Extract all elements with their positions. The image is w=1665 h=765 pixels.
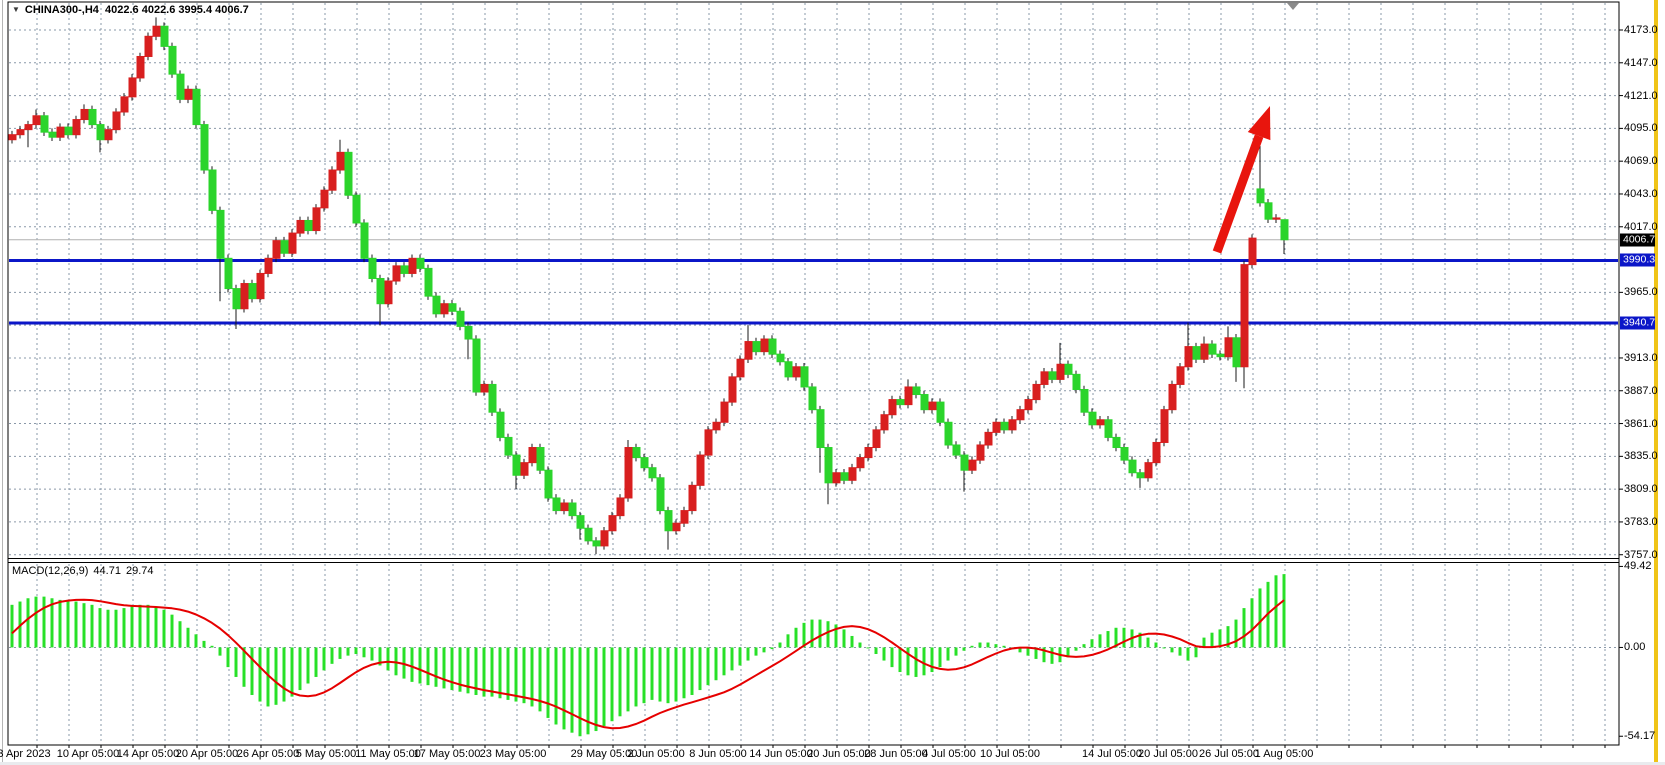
candles-layer <box>8 17 1289 555</box>
current-price-tag: 4006.7 <box>1620 233 1655 247</box>
price-axis-label: 4147.0 <box>1624 56 1658 69</box>
window-left-edge <box>2 0 3 762</box>
time-axis-label: 29 May 05:00 <box>570 748 638 760</box>
price-axis-label: 4173.0 <box>1624 23 1658 36</box>
time-axis-label: 10 Apr 05:00 <box>56 748 120 760</box>
axis-ticks-layer <box>36 29 1623 748</box>
chart-shift-marker-icon[interactable] <box>1287 3 1299 10</box>
time-axis-label: 3 Apr 2023 <box>0 748 51 760</box>
right-edge-strip <box>1654 0 1658 762</box>
macd-indicator-label: MACD(12,26,9) 44.71 29.74 <box>12 565 158 577</box>
macd-value: 44.71 <box>93 565 121 577</box>
price-axis-label: 4095.0 <box>1624 122 1658 135</box>
time-axis-label: 5 May 05:00 <box>295 748 357 760</box>
time-axis-label: 20 Jul 05:00 <box>1138 748 1198 760</box>
time-axis-label: 17 May 05:00 <box>413 748 481 760</box>
price-axis-label: 3861.0 <box>1624 417 1658 430</box>
level-price-tag-2[interactable]: 3940.7 <box>1620 316 1655 330</box>
price-axis-label: 3757.0 <box>1624 548 1658 561</box>
time-axis-label: 20 Apr 05:00 <box>175 748 239 760</box>
chart-symbol-title: ▼ CHINA300-,H4 4022.6 4022.6 3995.4 4006.… <box>12 4 249 16</box>
ohlc-values: 4022.6 4022.6 3995.4 4006.7 <box>105 4 249 16</box>
symbol-dropdown-icon[interactable]: ▼ <box>12 5 20 14</box>
macd-signal-value: 29.74 <box>125 565 154 577</box>
price-axis-label: 4017.0 <box>1624 220 1658 233</box>
time-axis-label: 11 May 05:00 <box>355 748 421 760</box>
macd-axis-label: 49.42 <box>1624 560 1652 573</box>
macd-name: MACD(12,26,9) <box>12 565 89 577</box>
symbol-timeframe-label: CHINA300-,H4 <box>24 4 99 16</box>
time-axis-label: 8 Jun 05:00 <box>689 748 747 760</box>
price-axis-label: 4069.0 <box>1624 155 1658 168</box>
price-axis-label: 3887.0 <box>1624 384 1658 397</box>
time-axis-label: 26 Apr 05:00 <box>236 748 300 760</box>
macd-layer <box>10 574 1286 737</box>
time-axis-label: 2 Jun 05:00 <box>627 748 685 760</box>
chart-frame-border <box>7 1 1620 746</box>
time-axis-label: 14 Apr 05:00 <box>116 748 180 760</box>
window-footer-strip <box>0 762 1665 765</box>
time-axis-label: 14 Jun 05:00 <box>749 748 813 760</box>
macd-axis-label: 0.00 <box>1624 641 1646 654</box>
time-axis-label: 23 May 05:00 <box>479 748 547 760</box>
price-axis-label: 3809.0 <box>1624 483 1658 496</box>
trend-arrow-annotation[interactable] <box>1212 106 1271 254</box>
price-axis-label: 3913.0 <box>1624 351 1658 364</box>
time-axis-label: 20 Jun 05:00 <box>807 748 871 760</box>
price-axis-label: 4043.0 <box>1624 187 1658 200</box>
macd-signal-line <box>11 598 1285 730</box>
price-axis-label: 3965.0 <box>1624 286 1658 299</box>
time-axis-label: 14 Jul 05:00 <box>1082 748 1142 760</box>
price-axis-label: 3835.0 <box>1624 450 1658 463</box>
time-axis-label: 1 Aug 05:00 <box>1254 748 1314 760</box>
level-price-tag-1[interactable]: 3990.3 <box>1620 253 1655 267</box>
time-axis-label: 26 Jul 05:00 <box>1199 748 1259 760</box>
price-axis-label: 3783.0 <box>1624 515 1658 528</box>
time-axis-label: 28 Jun 05:00 <box>864 748 928 760</box>
macd-axis-label: -54.17 <box>1624 730 1656 743</box>
price-axis-label: 4121.0 <box>1624 89 1658 102</box>
time-axis-label: 4 Jul 05:00 <box>922 748 976 760</box>
time-axis-label: 10 Jul 05:00 <box>980 748 1040 760</box>
